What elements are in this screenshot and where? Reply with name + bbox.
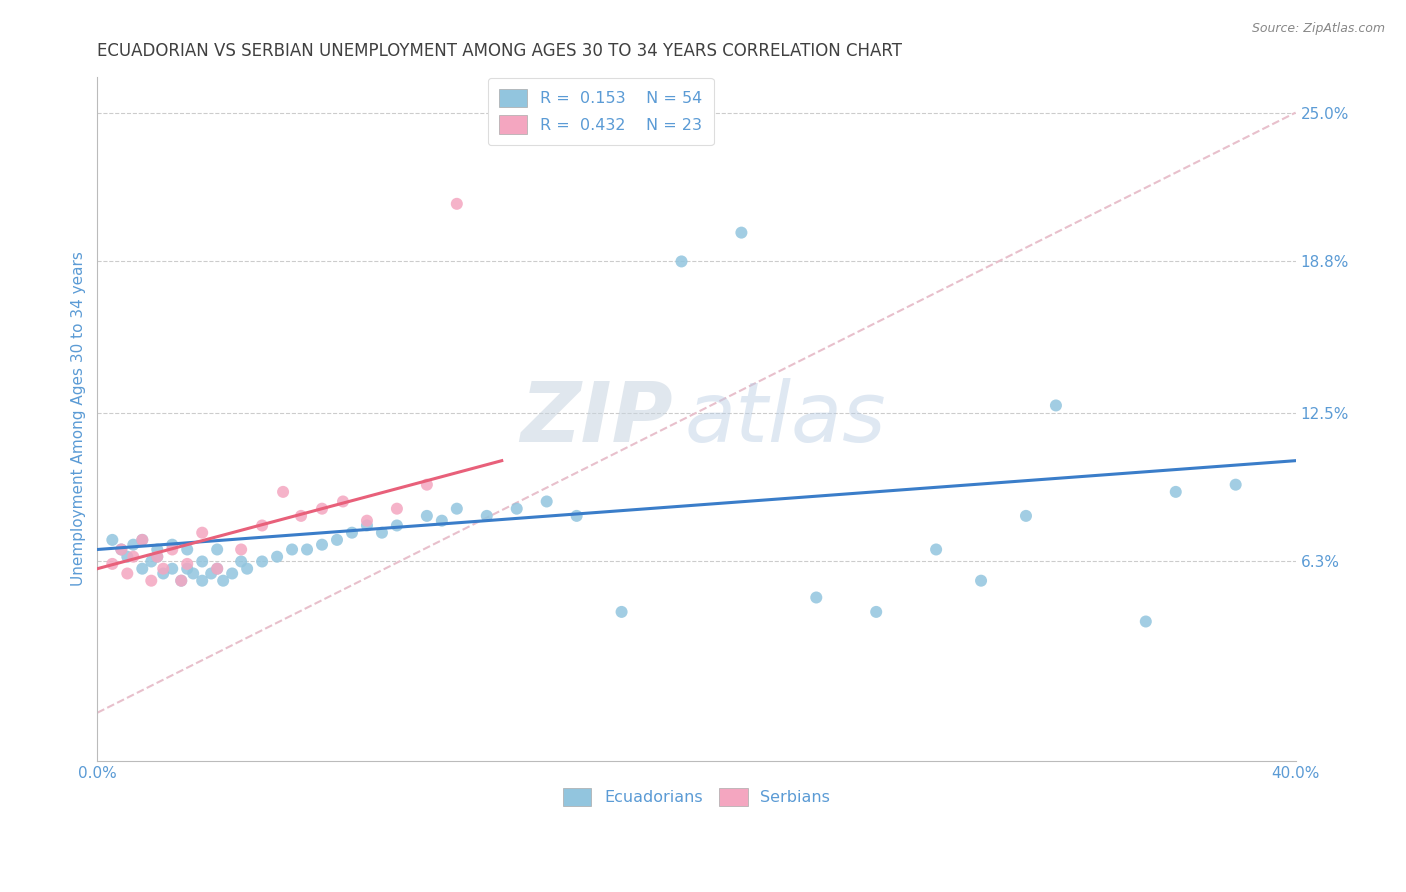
Point	[162, 538, 184, 552]
Point	[290, 508, 312, 523]
Point	[162, 542, 184, 557]
Point	[191, 554, 214, 568]
Point	[170, 574, 193, 588]
Point	[430, 514, 453, 528]
Point	[176, 562, 198, 576]
Point	[250, 518, 273, 533]
Point	[101, 533, 124, 547]
Point	[110, 542, 132, 557]
Point	[117, 549, 139, 564]
Point	[231, 554, 253, 568]
Point	[176, 542, 198, 557]
Point	[446, 196, 468, 211]
Legend: Ecuadorians, Serbians: Ecuadorians, Serbians	[555, 780, 838, 814]
Point	[141, 574, 163, 588]
Point	[152, 566, 174, 581]
Point	[191, 525, 214, 540]
Point	[101, 557, 124, 571]
Point	[236, 562, 259, 576]
Point	[671, 254, 693, 268]
Point	[506, 501, 529, 516]
Point	[162, 562, 184, 576]
Point	[110, 542, 132, 557]
Point	[475, 508, 498, 523]
Point	[200, 566, 222, 581]
Point	[332, 494, 354, 508]
Point	[311, 538, 333, 552]
Point	[925, 542, 948, 557]
Point	[1135, 615, 1157, 629]
Point	[295, 542, 318, 557]
Point	[231, 542, 253, 557]
Point	[970, 574, 993, 588]
Point	[565, 508, 588, 523]
Point	[1045, 399, 1067, 413]
Point	[730, 226, 752, 240]
Point	[1015, 508, 1038, 523]
Point	[146, 542, 169, 557]
Y-axis label: Unemployment Among Ages 30 to 34 years: Unemployment Among Ages 30 to 34 years	[72, 252, 86, 586]
Point	[271, 484, 294, 499]
Point	[131, 533, 153, 547]
Point	[326, 533, 349, 547]
Point	[122, 549, 145, 564]
Text: ECUADORIAN VS SERBIAN UNEMPLOYMENT AMONG AGES 30 TO 34 YEARS CORRELATION CHART: ECUADORIAN VS SERBIAN UNEMPLOYMENT AMONG…	[97, 42, 903, 60]
Point	[152, 562, 174, 576]
Point	[356, 518, 378, 533]
Point	[385, 501, 408, 516]
Point	[446, 501, 468, 516]
Point	[131, 533, 153, 547]
Point	[131, 562, 153, 576]
Point	[181, 566, 204, 581]
Point	[536, 494, 558, 508]
Point	[146, 549, 169, 564]
Point	[806, 591, 828, 605]
Point	[340, 525, 363, 540]
Point	[356, 514, 378, 528]
Point	[141, 554, 163, 568]
Point	[416, 508, 439, 523]
Point	[170, 574, 193, 588]
Point	[1225, 477, 1247, 491]
Text: ZIP: ZIP	[520, 378, 672, 459]
Point	[117, 566, 139, 581]
Text: Source: ZipAtlas.com: Source: ZipAtlas.com	[1251, 22, 1385, 36]
Point	[212, 574, 235, 588]
Point	[205, 542, 228, 557]
Point	[191, 574, 214, 588]
Text: atlas: atlas	[685, 378, 886, 459]
Point	[205, 562, 228, 576]
Point	[122, 538, 145, 552]
Point	[221, 566, 243, 581]
Point	[311, 501, 333, 516]
Point	[865, 605, 887, 619]
Point	[266, 549, 288, 564]
Point	[610, 605, 633, 619]
Point	[281, 542, 304, 557]
Point	[205, 562, 228, 576]
Point	[371, 525, 394, 540]
Point	[250, 554, 273, 568]
Point	[176, 557, 198, 571]
Point	[385, 518, 408, 533]
Point	[146, 549, 169, 564]
Point	[416, 477, 439, 491]
Point	[1164, 484, 1187, 499]
